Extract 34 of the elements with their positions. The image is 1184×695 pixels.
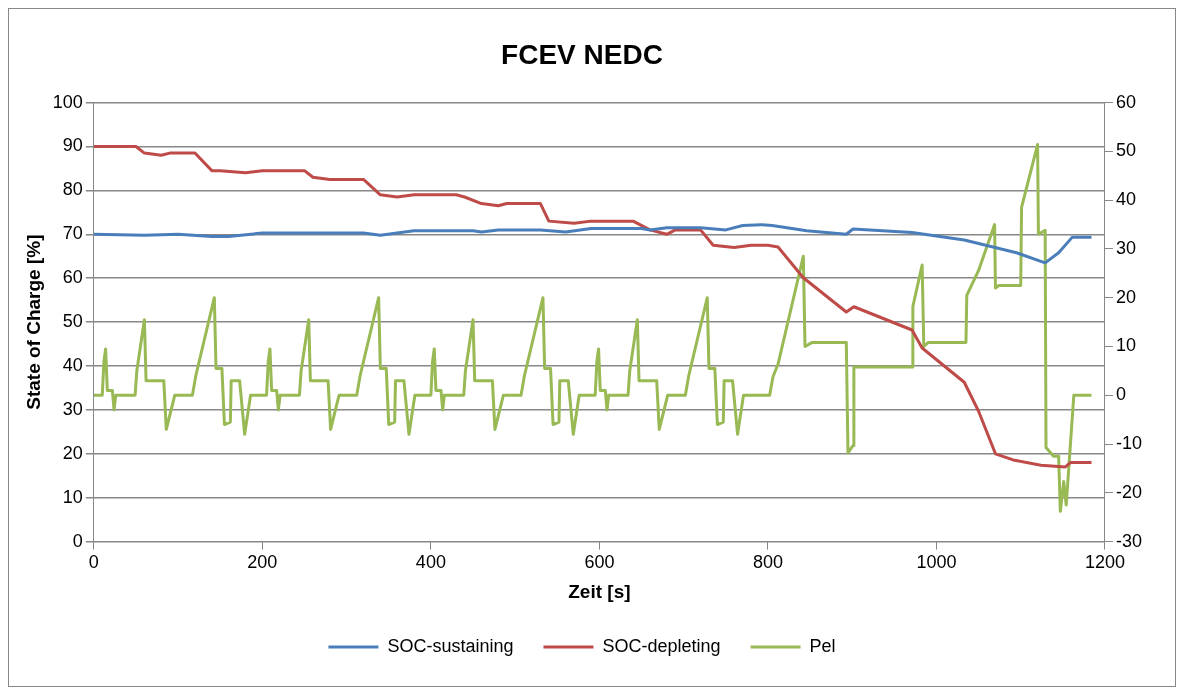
y-tick-label: 40 — [62, 354, 83, 375]
x-tick-label: 600 — [584, 552, 615, 573]
chart-title: FCEV NEDC — [501, 38, 663, 70]
y-axis-title: State of Charge [%] — [22, 234, 44, 410]
y2-tick-label: 10 — [1115, 335, 1137, 356]
y2-tick-label: -20 — [1115, 481, 1142, 502]
y-tick-label: 80 — [62, 179, 83, 200]
x-tick-label: 400 — [415, 552, 446, 573]
y2-tick-label: -30 — [1115, 530, 1142, 551]
x-axis-title: Zeit [s] — [568, 580, 631, 602]
y-tick-label: 20 — [62, 442, 83, 463]
y2-tick-label: 0 — [1115, 384, 1126, 405]
y-tick-label: 10 — [62, 486, 83, 507]
x-tick-label: 1000 — [916, 552, 957, 573]
legend-label: SOC-depleting — [602, 635, 721, 656]
x-tick-label: 1200 — [1084, 552, 1126, 573]
x-tick-label: 200 — [247, 552, 278, 573]
y-tick-label: 60 — [62, 267, 83, 288]
y2-tick-label: 40 — [1115, 189, 1137, 210]
y2-tick-label: 30 — [1115, 237, 1137, 258]
y-tick-label: 100 — [52, 91, 83, 112]
y-tick-label: 70 — [62, 223, 83, 244]
y2-tick-label: 60 — [1115, 91, 1137, 112]
y-tick-label: 50 — [62, 311, 83, 332]
y-tick-label: 30 — [62, 398, 83, 419]
legend-label: SOC-sustaining — [387, 635, 514, 656]
y-tick-label: 90 — [62, 135, 83, 156]
x-tick-label: 800 — [752, 552, 783, 573]
y-tick-label: 0 — [72, 530, 83, 551]
legend-label: Pel — [809, 635, 836, 656]
x-tick-label: 0 — [88, 552, 99, 573]
y2-tick-label: 20 — [1115, 286, 1137, 307]
y2-tick-label: 50 — [1115, 140, 1137, 161]
y2-tick-label: -10 — [1115, 433, 1142, 454]
